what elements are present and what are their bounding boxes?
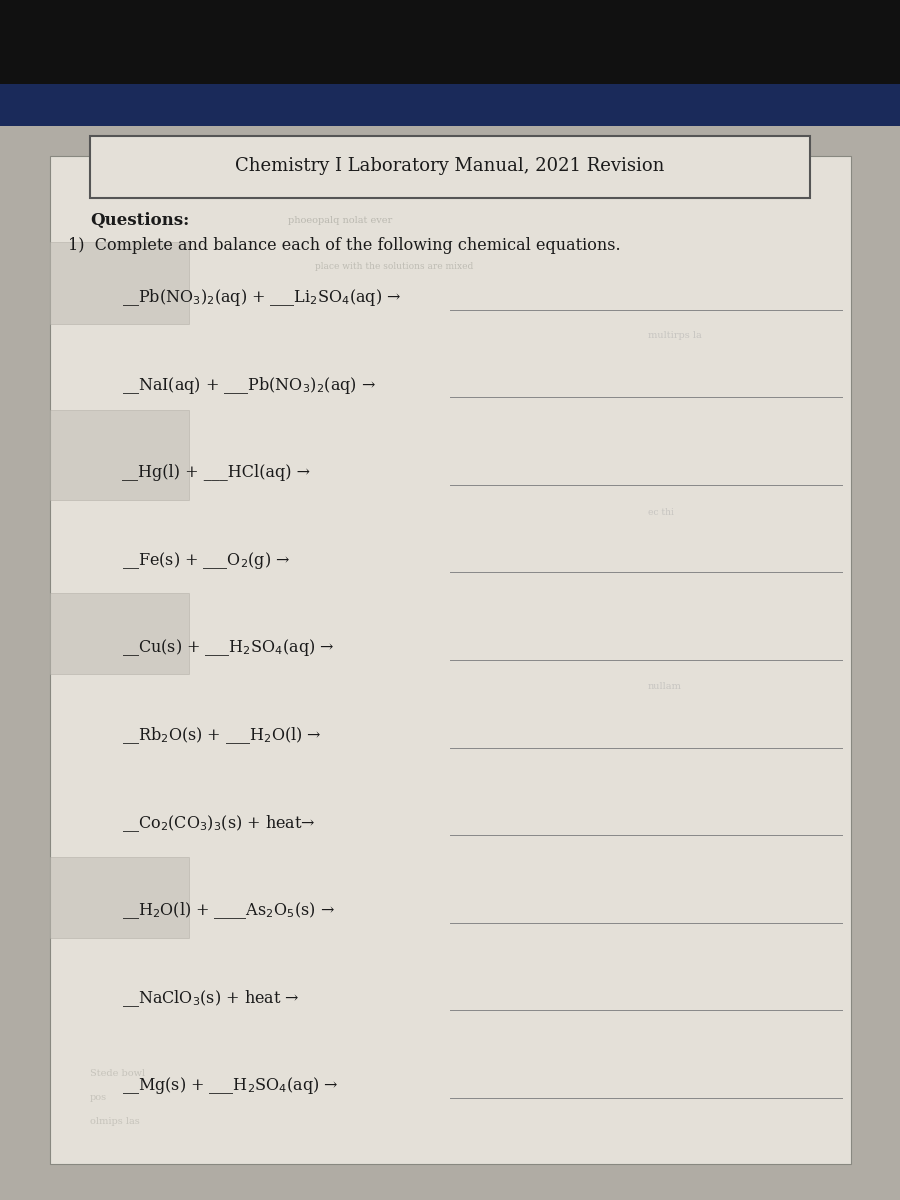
Text: phoeopalq nolat ever: phoeopalq nolat ever bbox=[288, 216, 392, 226]
FancyBboxPatch shape bbox=[90, 136, 810, 198]
Text: __Cu(s) + ___H$_2$SO$_4$(aq) →: __Cu(s) + ___H$_2$SO$_4$(aq) → bbox=[122, 637, 334, 659]
Text: __NaClO$_3$(s) + heat →: __NaClO$_3$(s) + heat → bbox=[122, 988, 299, 1009]
Bar bbox=[50, 593, 189, 674]
Bar bbox=[50, 410, 189, 500]
Text: Chemistry I Laboratory Manual, 2021 Revision: Chemistry I Laboratory Manual, 2021 Revi… bbox=[235, 156, 665, 174]
Text: __Fe(s) + ___O$_2$(g) →: __Fe(s) + ___O$_2$(g) → bbox=[122, 550, 290, 571]
Text: __Hg(l) + ___HCl(aq) →: __Hg(l) + ___HCl(aq) → bbox=[122, 464, 310, 481]
Text: 1)  Complete and balance each of the following chemical equations.: 1) Complete and balance each of the foll… bbox=[68, 238, 620, 254]
Bar bbox=[50, 156, 850, 1164]
Bar bbox=[50, 857, 189, 938]
Text: __Pb(NO$_3$)$_2$(aq) + ___Li$_2$SO$_4$(aq) →: __Pb(NO$_3$)$_2$(aq) + ___Li$_2$SO$_4$(a… bbox=[122, 287, 400, 308]
Text: Questions:: Questions: bbox=[90, 212, 189, 229]
Text: nullam: nullam bbox=[648, 682, 682, 691]
Text: __Rb$_2$O(s) + ___H$_2$O(l) →: __Rb$_2$O(s) + ___H$_2$O(l) → bbox=[122, 725, 321, 746]
Text: pos: pos bbox=[90, 1093, 107, 1103]
Text: olmips las: olmips las bbox=[90, 1117, 140, 1127]
Text: __NaI(aq) + ___Pb(NO$_3$)$_2$(aq) →: __NaI(aq) + ___Pb(NO$_3$)$_2$(aq) → bbox=[122, 374, 375, 396]
Text: ec thi: ec thi bbox=[648, 508, 674, 517]
Text: multirps la: multirps la bbox=[648, 331, 702, 341]
Text: __H$_2$O(l) + ____As$_2$O$_5$(s) →: __H$_2$O(l) + ____As$_2$O$_5$(s) → bbox=[122, 900, 335, 922]
Bar bbox=[0, 84, 900, 126]
Bar bbox=[0, 0, 900, 84]
Bar bbox=[50, 242, 189, 324]
Text: place with the solutions are mixed: place with the solutions are mixed bbox=[315, 262, 473, 271]
Bar bbox=[0, 126, 900, 1200]
Text: __Co$_2$(CO$_3$)$_3$(s) + heat→: __Co$_2$(CO$_3$)$_3$(s) + heat→ bbox=[122, 812, 315, 834]
Text: Stede bowl: Stede bowl bbox=[90, 1069, 145, 1079]
Text: __Mg(s) + ___H$_2$SO$_4$(aq) →: __Mg(s) + ___H$_2$SO$_4$(aq) → bbox=[122, 1075, 338, 1097]
